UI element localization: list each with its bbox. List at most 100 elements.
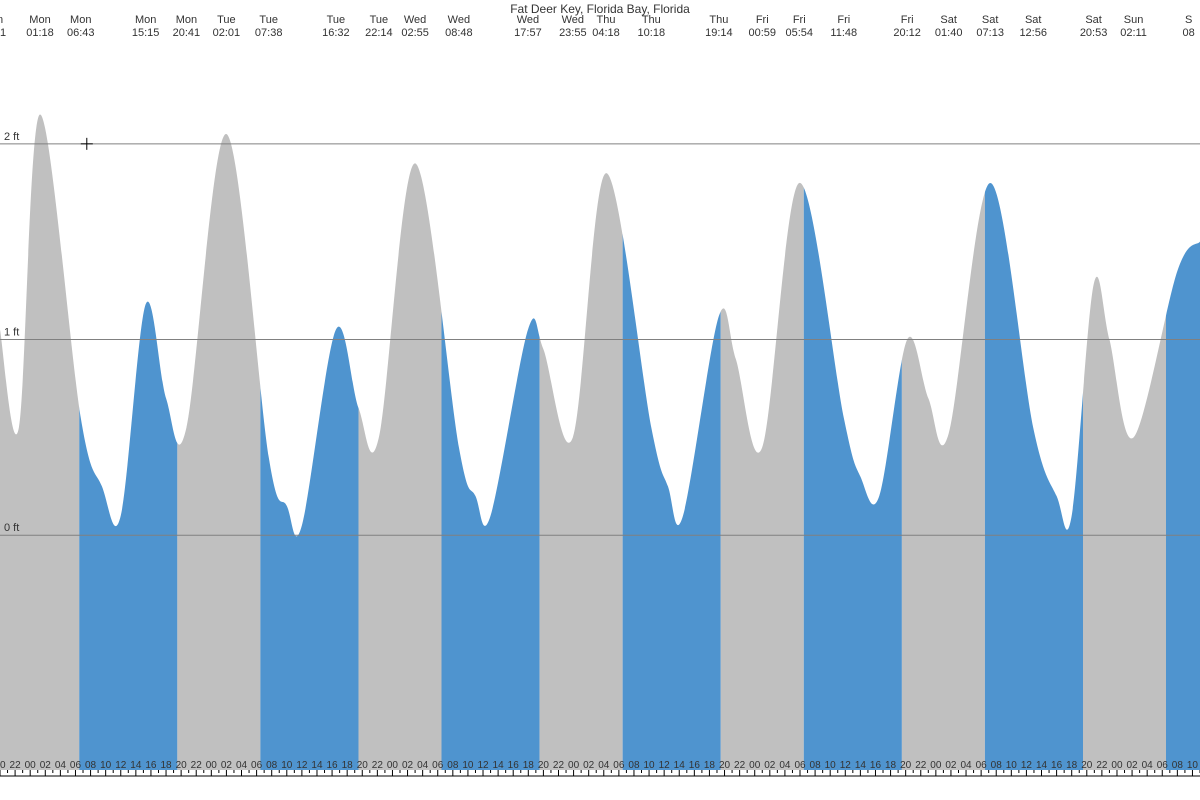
- x-tick-label: 00: [1111, 760, 1123, 771]
- x-tick-label: 12: [1021, 760, 1033, 771]
- x-tick-label: 04: [779, 760, 791, 771]
- x-tick-label: 14: [855, 760, 867, 771]
- x-tick-label: 06: [613, 760, 625, 771]
- x-tick-label: 08: [1172, 760, 1184, 771]
- x-tick-label: 18: [1066, 760, 1078, 771]
- x-tick-label: 16: [508, 760, 520, 771]
- x-tick-label: 18: [704, 760, 716, 771]
- x-tick-label: 10: [1006, 760, 1018, 771]
- x-tick-label: 06: [70, 760, 82, 771]
- x-tick-label: 10: [281, 760, 293, 771]
- tide-label: Fri11:48: [824, 14, 864, 39]
- x-tick-label: 12: [296, 760, 308, 771]
- tide-label: Thu04:18: [586, 14, 626, 39]
- x-tick-label: 22: [553, 760, 565, 771]
- tide-label: Mon06:43: [61, 14, 101, 39]
- x-tick-label: 08: [991, 760, 1003, 771]
- x-tick-label: 16: [689, 760, 701, 771]
- x-tick-label: 00: [568, 760, 580, 771]
- tide-label: Thu19:14: [699, 14, 739, 39]
- x-tick-label: 02: [40, 760, 52, 771]
- x-tick-label: 20: [0, 760, 6, 771]
- tide-label: Mon01:18: [20, 14, 60, 39]
- x-tick-label: 10: [462, 760, 474, 771]
- x-tick-label: 18: [885, 760, 897, 771]
- x-tick-label: 18: [342, 760, 354, 771]
- x-tick-label: 06: [976, 760, 988, 771]
- x-tick-label: 00: [387, 760, 399, 771]
- x-tick-label: 08: [266, 760, 278, 771]
- x-tick-label: 06: [1157, 760, 1169, 771]
- x-tick-label: 22: [1096, 760, 1108, 771]
- x-tick-label: 14: [674, 760, 686, 771]
- y-axis-label: 1 ft: [4, 327, 19, 339]
- x-tick-label: 22: [191, 760, 203, 771]
- tide-label: Sat20:53: [1074, 14, 1114, 39]
- x-tick-label: 08: [85, 760, 97, 771]
- tide-label: Sat01:40: [929, 14, 969, 39]
- tide-label: Sat07:13: [970, 14, 1010, 39]
- x-tick-label: 14: [493, 760, 505, 771]
- x-tick-label: 06: [794, 760, 806, 771]
- x-tick-label: 04: [55, 760, 67, 771]
- x-tick-label: 22: [915, 760, 927, 771]
- x-tick-label: 12: [477, 760, 489, 771]
- x-tick-label: 16: [327, 760, 339, 771]
- x-tick-label: 08: [628, 760, 640, 771]
- x-tick-label: 04: [417, 760, 429, 771]
- chart-svg: 0 ft1 ft2 ft2022000204060810121416182022…: [0, 0, 1200, 800]
- x-tick-label: 02: [764, 760, 776, 771]
- x-tick-label: 20: [900, 760, 912, 771]
- x-tick-label: 14: [1036, 760, 1048, 771]
- x-tick-label: 16: [145, 760, 157, 771]
- x-tick-label: 04: [960, 760, 972, 771]
- x-tick-label: 20: [719, 760, 731, 771]
- x-tick-label: 22: [372, 760, 384, 771]
- x-tick-label: 10: [643, 760, 655, 771]
- x-tick-label: 08: [810, 760, 822, 771]
- x-tick-label: 00: [930, 760, 942, 771]
- x-tick-label: 00: [749, 760, 761, 771]
- tide-label: Tue07:38: [249, 14, 289, 39]
- tide-label: S08: [1169, 14, 1200, 39]
- x-tick-label: 12: [840, 760, 852, 771]
- tide-chart: Fat Deer Key, Florida Bay, Florida n31Mo…: [0, 0, 1200, 800]
- x-tick-label: 16: [1051, 760, 1063, 771]
- x-tick-label: 00: [206, 760, 218, 771]
- x-tick-label: 12: [115, 760, 127, 771]
- tide-label: Tue02:01: [206, 14, 246, 39]
- x-tick-label: 20: [357, 760, 369, 771]
- tide-label: Wed02:55: [395, 14, 435, 39]
- x-tick-label: 10: [1187, 760, 1199, 771]
- y-axis-label: 0 ft: [4, 522, 19, 534]
- x-tick-label: 04: [236, 760, 248, 771]
- tide-label: n31: [0, 14, 20, 39]
- tide-label: Sat12:56: [1013, 14, 1053, 39]
- tide-label: Fri00:59: [742, 14, 782, 39]
- x-tick-label: 06: [432, 760, 444, 771]
- tide-label: Wed17:57: [508, 14, 548, 39]
- tide-label: Mon15:15: [126, 14, 166, 39]
- x-tick-label: 02: [945, 760, 957, 771]
- x-tick-label: 20: [176, 760, 188, 771]
- x-tick-label: 02: [1127, 760, 1139, 771]
- tide-label: Fri05:54: [779, 14, 819, 39]
- y-axis-label: 2 ft: [4, 131, 19, 143]
- x-tick-label: 06: [251, 760, 263, 771]
- tide-label: Thu10:18: [631, 14, 671, 39]
- x-tick-label: 02: [402, 760, 414, 771]
- x-tick-label: 00: [25, 760, 37, 771]
- x-tick-label: 22: [734, 760, 746, 771]
- tide-label: Fri20:12: [887, 14, 927, 39]
- x-tick-label: 20: [538, 760, 550, 771]
- x-tick-label: 02: [583, 760, 595, 771]
- x-tick-label: 10: [100, 760, 112, 771]
- x-tick-label: 02: [221, 760, 233, 771]
- tide-event-labels: n31Mon01:18Mon06:43Mon15:15Mon20:41Tue02…: [0, 14, 1200, 44]
- tide-label: Tue22:14: [359, 14, 399, 39]
- x-tick-label: 22: [10, 760, 22, 771]
- tide-label: Wed08:48: [439, 14, 479, 39]
- x-tick-label: 04: [1142, 760, 1154, 771]
- x-tick-label: 18: [160, 760, 172, 771]
- x-tick-label: 14: [311, 760, 323, 771]
